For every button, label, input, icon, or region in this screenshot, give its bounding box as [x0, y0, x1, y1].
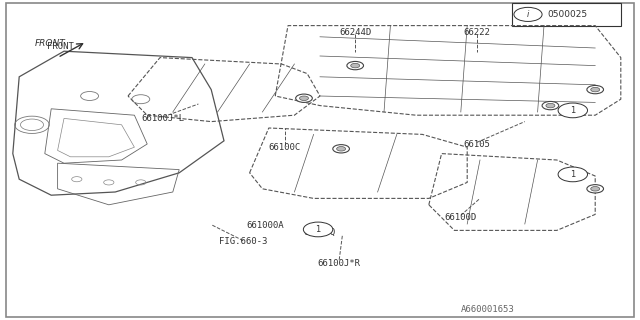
Circle shape [546, 103, 555, 108]
Circle shape [587, 185, 604, 193]
Text: 1: 1 [316, 225, 321, 234]
Circle shape [591, 87, 600, 92]
Circle shape [591, 187, 600, 191]
Text: 66100Q: 66100Q [304, 228, 336, 236]
Circle shape [558, 103, 588, 118]
Circle shape [300, 96, 308, 100]
Text: 66222: 66222 [463, 28, 490, 36]
Text: 1: 1 [570, 106, 575, 115]
Circle shape [351, 63, 360, 68]
FancyBboxPatch shape [512, 3, 621, 26]
Circle shape [542, 101, 559, 110]
Circle shape [337, 147, 346, 151]
Text: 66100J*R: 66100J*R [317, 260, 361, 268]
Circle shape [514, 7, 542, 21]
Text: A660001653: A660001653 [461, 305, 515, 314]
Circle shape [587, 85, 604, 94]
Text: 66105: 66105 [463, 140, 490, 148]
Text: 66100D: 66100D [445, 213, 477, 222]
Text: 0500025: 0500025 [547, 10, 588, 19]
Text: 66244D: 66244D [339, 28, 371, 36]
Circle shape [296, 94, 312, 102]
Text: i: i [527, 10, 529, 19]
Circle shape [303, 222, 333, 237]
Text: 1: 1 [570, 170, 575, 179]
Text: FRONT: FRONT [35, 39, 66, 48]
Circle shape [558, 167, 588, 182]
Text: FRONT: FRONT [47, 42, 74, 51]
Circle shape [333, 145, 349, 153]
Text: FIG.660-3: FIG.660-3 [219, 237, 268, 246]
Text: 661000A: 661000A [247, 221, 284, 230]
Text: 66100J*L: 66100J*L [141, 114, 185, 123]
Circle shape [347, 61, 364, 70]
Text: 66100C: 66100C [269, 143, 301, 152]
